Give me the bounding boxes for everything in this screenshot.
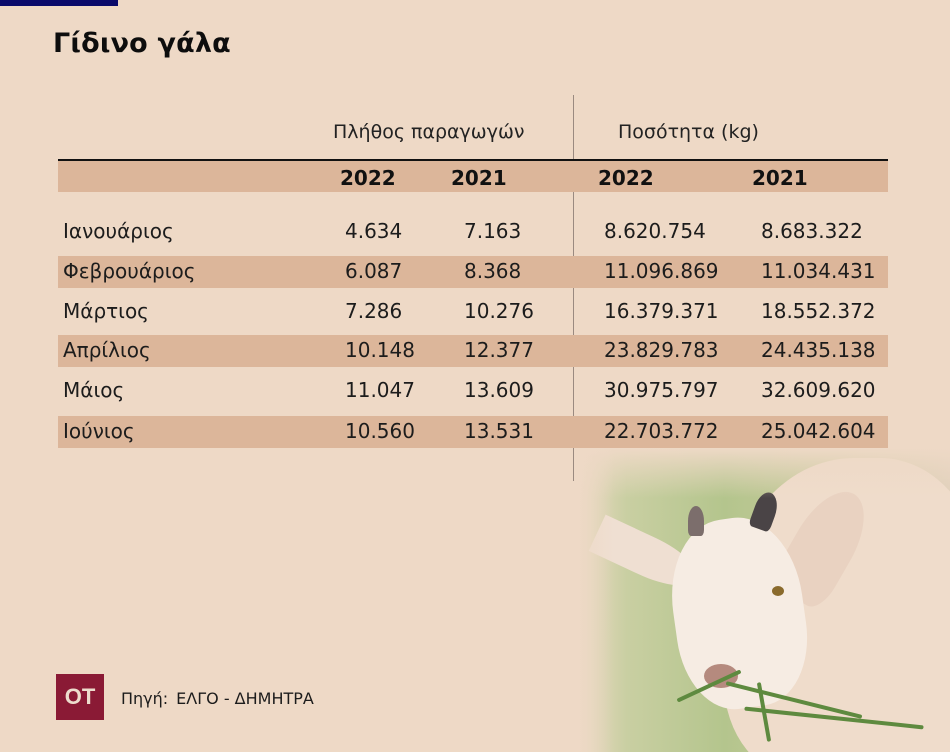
quantity-2021-cell: 32.609.620: [761, 378, 876, 402]
producers-2022-cell: 7.286: [345, 299, 403, 323]
quantity-2022-cell: 8.620.754: [604, 219, 706, 243]
quantity-2021-cell: 24.435.138: [761, 338, 876, 362]
year-header-quantity-2022: 2022: [598, 166, 654, 190]
table-row: Μάρτιος 7.286 10.276 16.379.371 18.552.3…: [0, 299, 950, 339]
table-row: Μάιος 11.047 13.609 30.975.797 32.609.62…: [0, 378, 950, 418]
row-stripe: [58, 256, 888, 288]
goat-photo: [574, 448, 950, 752]
quantity-2021-cell: 8.683.322: [761, 219, 863, 243]
month-cell: Απρίλιος: [63, 338, 151, 362]
quantity-2021-cell: 25.042.604: [761, 419, 876, 443]
table-row: Ιανουάριος 4.634 7.163 8.620.754 8.683.3…: [0, 219, 950, 259]
month-cell: Μάρτιος: [63, 299, 149, 323]
table-row: Φεβρουάριος 6.087 8.368 11.096.869 11.03…: [0, 259, 950, 299]
header-rule: [58, 159, 888, 161]
goat-eye: [772, 586, 784, 596]
quantity-2022-cell: 30.975.797: [604, 378, 719, 402]
producers-2021-cell: 10.276: [464, 299, 534, 323]
producers-2022-cell: 10.560: [345, 419, 415, 443]
source-value: ΕΛΓΟ - ΔΗΜΗΤΡΑ: [176, 689, 314, 708]
quantity-2021-cell: 11.034.431: [761, 259, 876, 283]
row-stripe: [58, 416, 888, 448]
photo-fade: [574, 448, 614, 752]
ot-logo: OT: [56, 674, 104, 720]
top-accent-bar: [0, 0, 118, 6]
source-credit: Πηγή: ΕΛΓΟ - ΔΗΜΗΤΡΑ: [121, 689, 314, 708]
producers-2021-cell: 12.377: [464, 338, 534, 362]
producers-2021-cell: 7.163: [464, 219, 522, 243]
quantity-2022-cell: 23.829.783: [604, 338, 719, 362]
producers-2022-cell: 10.148: [345, 338, 415, 362]
group-header-producers: Πλήθος παραγωγών: [333, 121, 525, 143]
column-group-divider: [573, 95, 574, 481]
producers-2021-cell: 13.609: [464, 378, 534, 402]
month-cell: Ιανουάριος: [63, 219, 174, 243]
table-row: Ιούνιος 10.560 13.531 22.703.772 25.042.…: [0, 419, 950, 459]
month-cell: Μάιος: [63, 378, 125, 402]
quantity-2022-cell: 22.703.772: [604, 419, 719, 443]
year-header-producers-2021: 2021: [451, 166, 507, 190]
row-stripe: [58, 335, 888, 367]
year-header-quantity-2021: 2021: [752, 166, 808, 190]
month-cell: Φεβρουάριος: [63, 259, 196, 283]
quantity-2022-cell: 11.096.869: [604, 259, 719, 283]
year-header-bar: [58, 161, 888, 192]
quantity-2022-cell: 16.379.371: [604, 299, 719, 323]
producers-2022-cell: 6.087: [345, 259, 403, 283]
producers-2021-cell: 8.368: [464, 259, 522, 283]
producers-2022-cell: 4.634: [345, 219, 403, 243]
year-header-producers-2022: 2022: [340, 166, 396, 190]
page-title: Γίδινο γάλα: [53, 28, 231, 59]
producers-2021-cell: 13.531: [464, 419, 534, 443]
table-row: Απρίλιος 10.148 12.377 23.829.783 24.435…: [0, 338, 950, 378]
quantity-2021-cell: 18.552.372: [761, 299, 876, 323]
month-cell: Ιούνιος: [63, 419, 135, 443]
producers-2022-cell: 11.047: [345, 378, 415, 402]
goat-horn: [688, 506, 704, 536]
photo-fade: [574, 448, 950, 498]
group-header-quantity: Ποσότητα (kg): [618, 121, 759, 143]
source-label: Πηγή:: [121, 689, 169, 708]
